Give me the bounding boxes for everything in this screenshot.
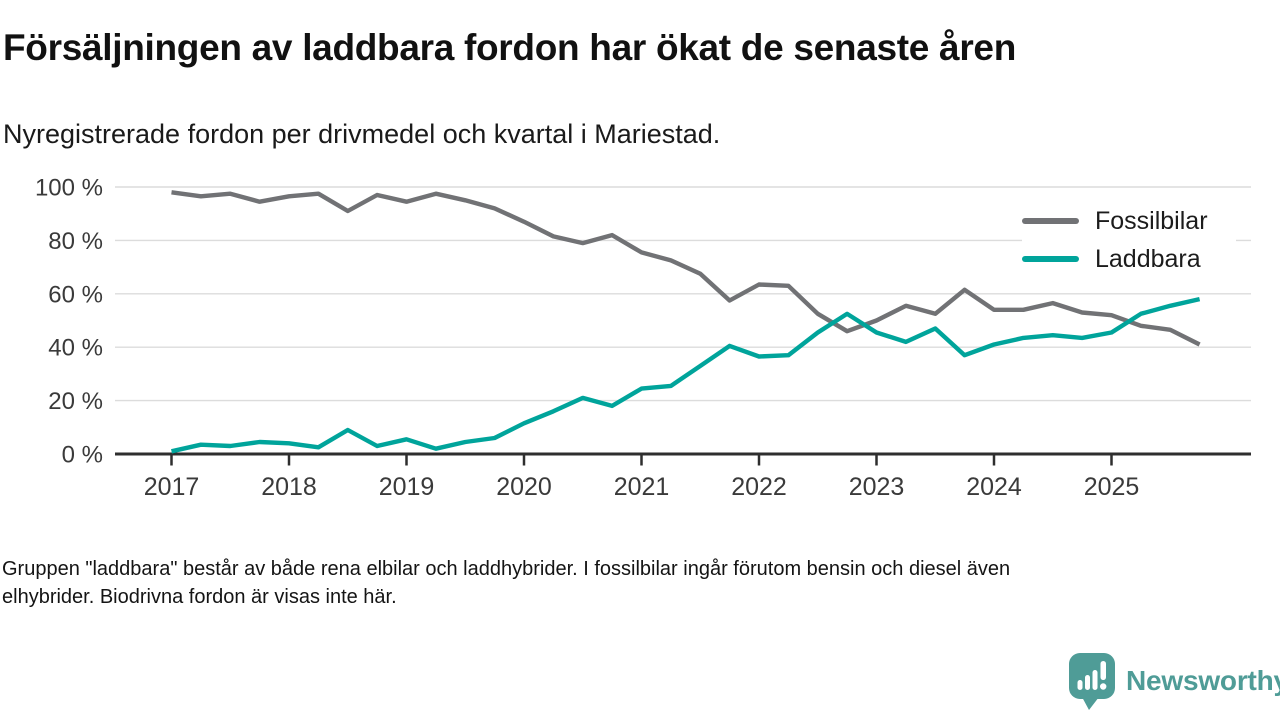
legend-item-laddbara: Laddbara <box>1022 240 1236 278</box>
laddbara-line-swatch <box>1022 255 1079 263</box>
fossilbilar-line-swatch <box>1022 217 1079 225</box>
exclamation-bar-icon <box>1100 661 1106 680</box>
chart-footnote: Gruppen "laddbara" består av både rena e… <box>2 555 1264 611</box>
y-tick-label: 100 % <box>35 175 103 202</box>
y-tick-label: 20 % <box>48 388 103 415</box>
y-tick-label: 80 % <box>48 228 103 255</box>
x-tick-label: 2018 <box>261 473 317 501</box>
bar-icon-large <box>1092 670 1098 690</box>
x-tick-label: 2021 <box>614 473 670 501</box>
x-tick-label: 2017 <box>144 473 200 501</box>
x-tick-label: 2019 <box>379 473 435 501</box>
y-tick-label: 0 % <box>62 442 103 469</box>
bar-icon-small <box>1077 680 1083 690</box>
legend-item-fossilbilar: Fossilbilar <box>1022 202 1236 240</box>
newsworthy-bubble-chart-icon <box>1069 653 1115 710</box>
y-tick-label: 60 % <box>48 281 103 308</box>
x-tick-label: 2023 <box>849 473 905 501</box>
y-tick-label: 40 % <box>48 335 103 362</box>
x-tick-label: 2024 <box>966 473 1022 501</box>
chart-subtitle: Nyregistrerade fordon per drivmedel och … <box>3 119 721 149</box>
brand-name: Newsworthy <box>1126 665 1280 696</box>
x-tick-label: 2022 <box>731 473 787 501</box>
legend-label: Laddbara <box>1095 244 1201 273</box>
chart-legend: Fossilbilar Laddbara <box>1022 199 1236 284</box>
footnote-line-2: elhybrider. Biodrivna fordon är visas in… <box>2 586 397 608</box>
x-tick-label: 2025 <box>1084 473 1140 501</box>
bar-icon-medium <box>1085 675 1090 690</box>
newsworthy-logo: Newsworthy <box>1068 651 1280 711</box>
x-tick-label: 2020 <box>496 473 552 501</box>
legend-label: Fossilbilar <box>1095 206 1208 235</box>
series-line-laddbara <box>171 296 1201 454</box>
page-title: Försäljningen av laddbara fordon har öka… <box>3 27 1017 68</box>
series-line-fossilbilar <box>171 190 1201 347</box>
line-chart: 0 % 20 % 40 % 60 % 80 % 100 % 2017 2018 2019 2020… <box>35 175 1251 501</box>
footnote-line-1: Gruppen "laddbara" består av både rena e… <box>2 558 1011 580</box>
exclamation-dot-icon <box>1100 683 1107 690</box>
